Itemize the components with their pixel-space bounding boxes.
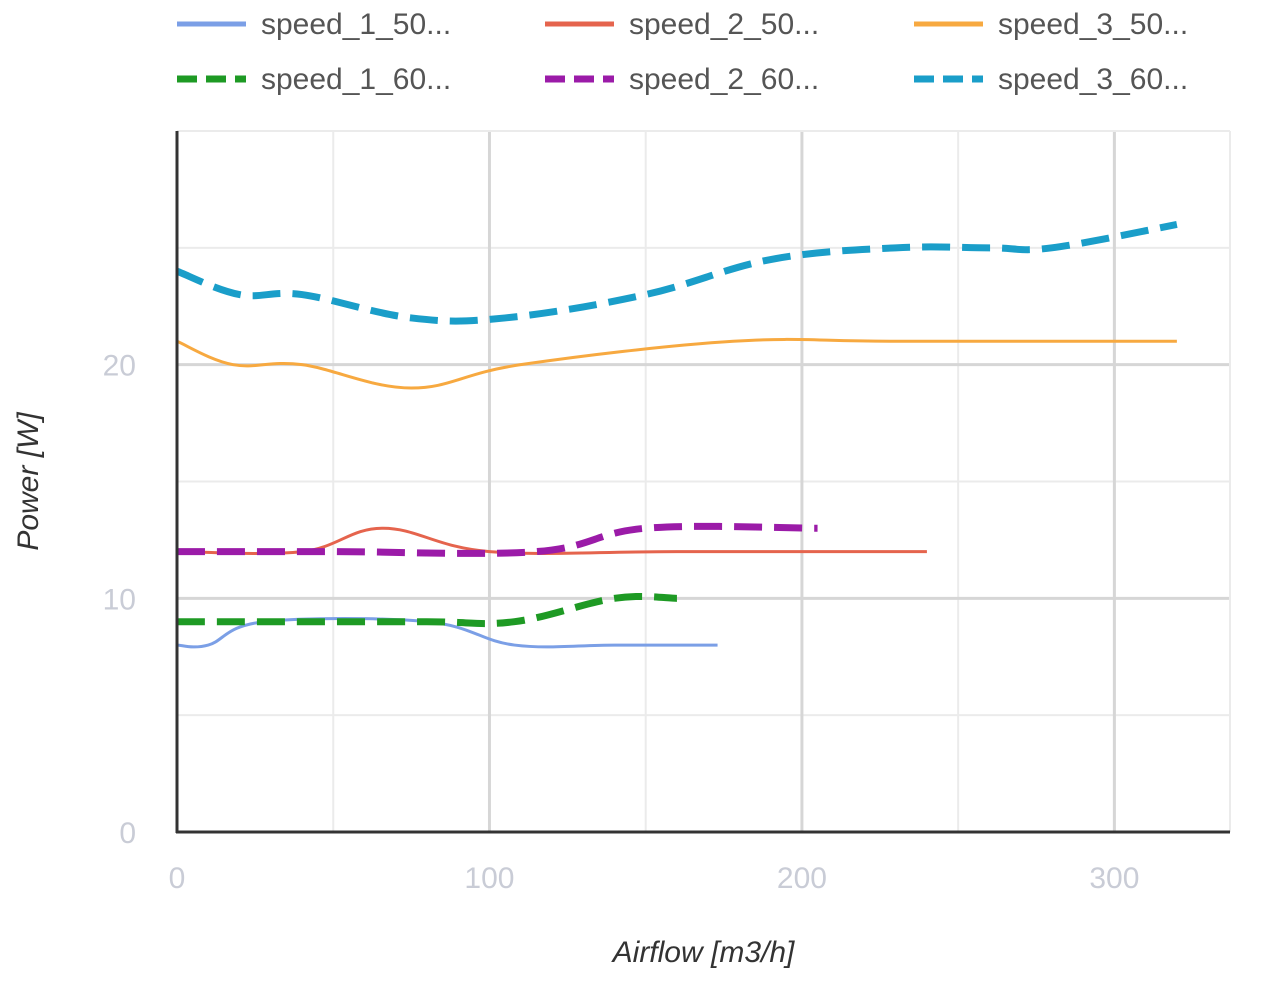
legend-label: speed_3_50... bbox=[998, 8, 1188, 41]
legend-item-1: speed_1_50... bbox=[177, 8, 451, 41]
legend: speed_1_50... speed_2_50... speed_3_50...s… bbox=[177, 8, 1188, 96]
legend-item-4: speed_1_60... bbox=[177, 63, 451, 96]
y-tick-label: 0 bbox=[119, 817, 136, 850]
axis-titles: Airflow [m3/h] Power [W] bbox=[12, 412, 795, 969]
y-axis-title: Power [W] bbox=[12, 412, 45, 551]
series-line-6 bbox=[175, 221, 1178, 325]
series-line-4 bbox=[176, 592, 678, 628]
legend-label: speed_3_60... bbox=[998, 63, 1188, 96]
x-tick-label: 300 bbox=[1089, 862, 1139, 895]
y-tick-label: 10 bbox=[103, 583, 136, 616]
legend-item-5: speed_2_60... bbox=[545, 63, 819, 96]
axes bbox=[175, 131, 1230, 834]
series-lines bbox=[175, 221, 1178, 649]
legend-label: speed_1_50... bbox=[261, 8, 451, 41]
legend-item-6: speed_3_60... bbox=[914, 63, 1188, 96]
x-tick-label: 200 bbox=[777, 862, 827, 895]
gridlines bbox=[177, 130, 1231, 832]
series-line-3 bbox=[176, 337, 1177, 390]
series-line-2 bbox=[176, 526, 927, 555]
x-axis-title: Airflow [m3/h] bbox=[611, 936, 795, 969]
legend-label: speed_2_50... bbox=[629, 8, 819, 41]
legend-item-3: speed_3_50... bbox=[914, 8, 1188, 41]
tick-labels: 0 100 200 300 0 10 20 bbox=[103, 350, 1140, 895]
legend-label: speed_2_60... bbox=[629, 63, 819, 96]
y-tick-label: 20 bbox=[103, 350, 136, 383]
series-line-5 bbox=[176, 522, 818, 557]
x-tick-label: 100 bbox=[464, 862, 514, 895]
legend-item-2: speed_2_50... bbox=[545, 8, 819, 41]
x-tick-label: 0 bbox=[169, 862, 186, 895]
legend-label: speed_1_60... bbox=[261, 63, 451, 96]
